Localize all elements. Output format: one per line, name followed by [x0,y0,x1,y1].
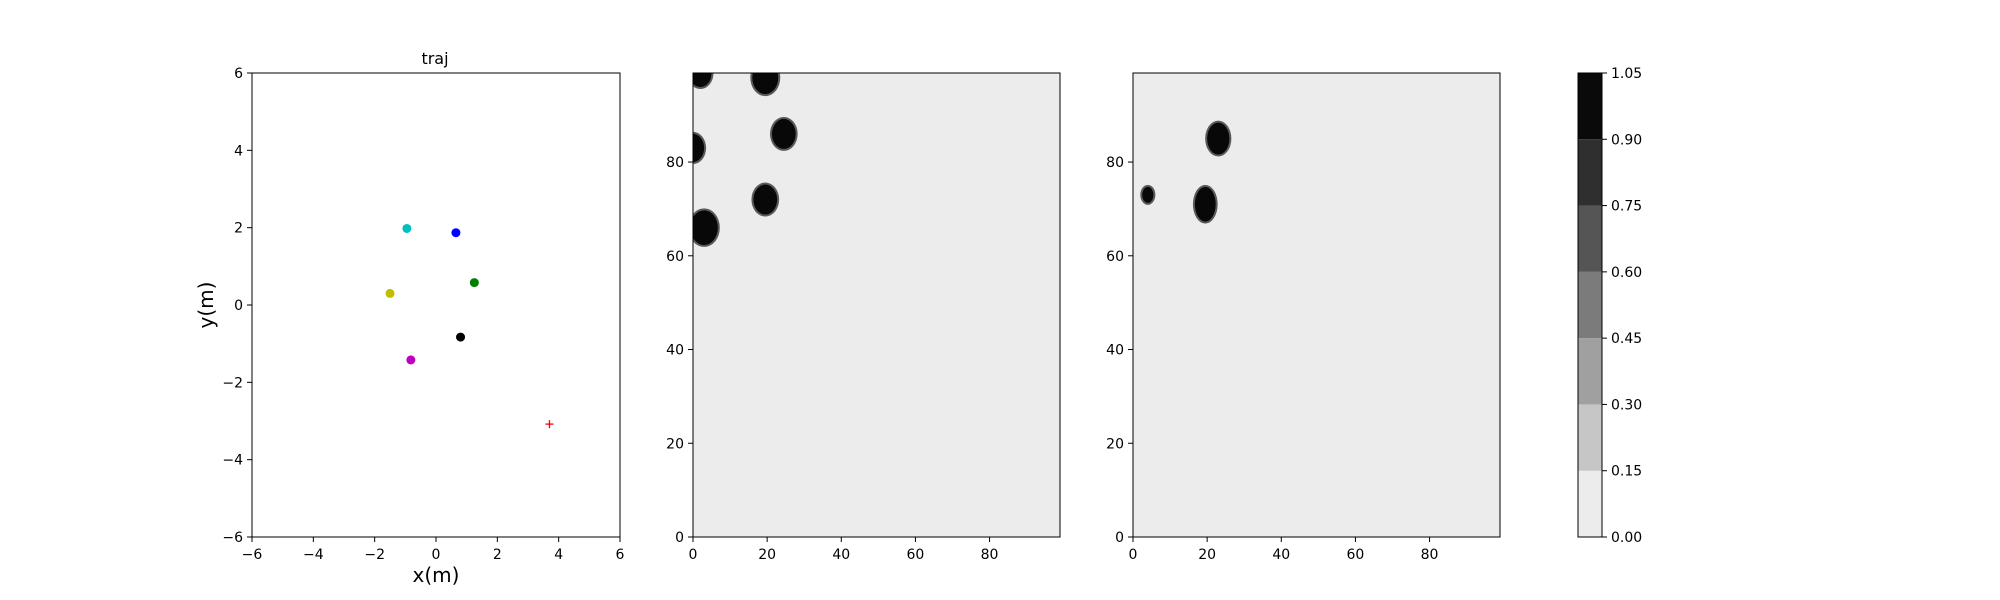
occupancy-map-2-background [1133,73,1500,537]
colorbar-tick-label: 0.00 [1611,530,1642,546]
colorbar-ticks: 0.00 0.15 0.30 0.45 0.60 0.75 0.90 1.05 [1602,66,1642,546]
traj-x-ticks: −6 −4 −2 0 2 4 6 [242,537,625,563]
occupancy-map-1: 0 20 40 60 80 0 20 40 60 80 [666,72,1061,563]
agent-point [402,223,412,233]
map2-xtick-label: 20 [1198,547,1216,563]
occupancy-map-2: 0 20 40 60 80 0 20 40 60 80 [1106,72,1501,563]
occupancy-map-2-blobs [1140,120,1232,224]
map2-ytick-label: 80 [1106,155,1124,171]
colorbar-tick-label: 1.05 [1611,66,1642,82]
colorbar-bands [1578,73,1602,537]
traj-ytick-label: 0 [234,298,243,314]
colorbar-tick-label: 0.15 [1611,464,1642,480]
traj-xtick-label: −4 [303,547,324,563]
map1-ytick-label: 0 [675,530,684,546]
colorbar: 0.00 0.15 0.30 0.45 0.60 0.75 0.90 1.05 [1577,66,1642,546]
map1-xtick-label: 0 [689,547,698,563]
map1-ytick-label: 40 [666,343,684,359]
traj-xtick-label: 6 [616,547,625,563]
traj-plot-title: traj [421,49,448,68]
agent-point [385,288,395,298]
traj-xtick-label: −6 [242,547,263,563]
map1-y-ticks: 0 20 40 60 80 [666,155,693,546]
agent-point [469,278,479,288]
occupancy-map-1-frame [692,72,1061,538]
colorbar-band [1578,139,1602,206]
traj-ytick-label: −6 [222,530,243,546]
map1-blob [693,133,705,163]
map2-y-ticks: 0 20 40 60 80 [1106,155,1133,546]
map1-xtick-label: 80 [981,547,999,563]
colorbar-band [1578,404,1602,471]
traj-ytick-label: 4 [234,143,243,159]
map1-xtick-label: 20 [758,547,776,563]
map2-blob [1142,186,1154,203]
map1-blob [753,184,778,215]
traj-xtick-label: −2 [364,547,385,563]
traj-y-ticks: −6 −4 −2 0 2 4 6 [222,66,252,546]
map2-blob [1207,122,1230,155]
map2-xtick-label: 80 [1421,547,1439,563]
agent-point [456,332,466,342]
map1-ytick-label: 80 [666,155,684,171]
map2-ytick-label: 20 [1106,436,1124,452]
traj-ylabel: y(m) [194,282,218,329]
traj-xtick-label: 2 [493,547,502,563]
map2-xtick-label: 60 [1347,547,1365,563]
map1-x-ticks: 0 20 40 60 80 [689,537,999,563]
colorbar-tick-label: 0.75 [1611,199,1642,215]
agent-point [406,355,416,365]
colorbar-band [1578,338,1602,405]
traj-ytick-label: 2 [234,221,243,237]
colorbar-band [1578,470,1602,537]
colorbar-tick-label: 0.30 [1611,397,1642,413]
traj-points [385,223,554,429]
traj-ytick-label: −4 [222,453,243,469]
map1-blob [752,73,779,95]
map2-ytick-label: 40 [1106,343,1124,359]
traj-xtick-label: 4 [554,547,563,563]
map1-blob [693,210,718,246]
map2-x-ticks: 0 20 40 60 80 [1129,537,1439,563]
traj-xtick-label: 0 [432,547,441,563]
traj-ytick-label: 6 [234,66,243,82]
colorbar-frame [1577,72,1603,538]
occupancy-map-2-frame [1132,72,1501,538]
colorbar-tick-label: 0.45 [1611,331,1642,347]
colorbar-band [1578,73,1602,140]
colorbar-tick-label: 0.90 [1611,132,1642,148]
map1-xtick-label: 40 [832,547,850,563]
colorbar-tick-label: 0.60 [1611,265,1642,281]
map1-blob [693,73,712,88]
traj-ytick-label: −2 [222,375,243,391]
map1-ytick-label: 20 [666,436,684,452]
map2-blob [1194,186,1216,222]
traj-xlabel: x(m) [413,563,460,587]
map2-xtick-label: 40 [1272,547,1290,563]
map1-blob [771,118,796,149]
map2-ytick-label: 60 [1106,249,1124,265]
agent-point [451,228,461,238]
traj-plot: traj −6 −4 −2 0 2 4 6 −6 −4 −2 0 2 4 6 x(m) y(m) [194,49,625,587]
map1-ytick-label: 60 [666,249,684,265]
map1-xtick-label: 60 [907,547,925,563]
goal-marker [545,420,554,429]
map2-ytick-label: 0 [1115,530,1124,546]
colorbar-band [1578,205,1602,272]
map2-xtick-label: 0 [1129,547,1138,563]
occupancy-map-1-background [693,73,1060,537]
colorbar-band [1578,271,1602,339]
traj-plot-area [251,72,621,538]
occupancy-map-1-blobs [693,73,798,248]
